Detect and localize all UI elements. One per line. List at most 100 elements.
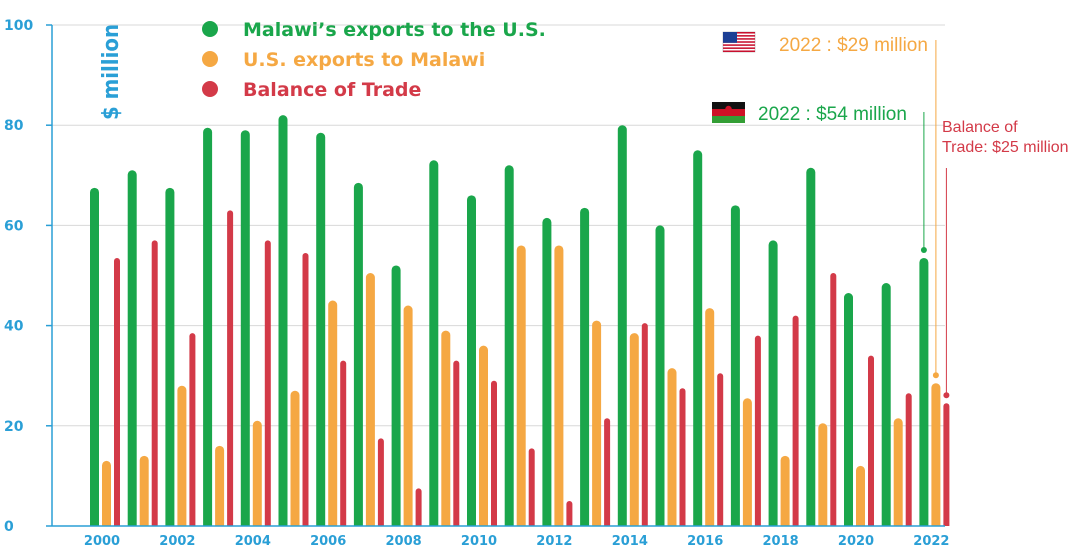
bar-us-exports-2007 xyxy=(365,272,375,526)
bar-us-exports-2017 xyxy=(742,398,752,526)
annotation-leaders xyxy=(920,40,950,399)
y-tick-label: 0 xyxy=(4,519,14,535)
bar-balance-2015 xyxy=(679,388,686,526)
legend: Malawi’s exports to the U.S. U.S. export… xyxy=(202,19,546,101)
bar-balance-2003 xyxy=(227,210,234,527)
x-tick-label: 2004 xyxy=(235,534,271,549)
x-tick-label: 2022 xyxy=(913,534,949,549)
bar-balance-2010 xyxy=(491,380,497,526)
bar-malawi-exports-2015 xyxy=(655,225,665,526)
bar-balance-2001 xyxy=(151,240,158,526)
legend-marker-malawi-exports xyxy=(202,21,218,37)
bar-malawi-exports-2012 xyxy=(542,217,552,526)
bar-malawi-exports-2003 xyxy=(203,127,213,526)
bar-balance-2018 xyxy=(792,315,799,526)
bar-us-exports-2011 xyxy=(516,245,526,527)
x-tick-label: 2018 xyxy=(763,534,799,549)
balance-annotation-line2: Trade: $25 million xyxy=(942,139,1069,156)
bar-malawi-exports-2013 xyxy=(580,207,590,527)
bar-us-exports-2005 xyxy=(290,390,300,526)
bar-balance-2020 xyxy=(868,355,874,526)
bar-us-exports-2015 xyxy=(667,368,677,526)
bar-malawi-exports-2011 xyxy=(504,165,514,526)
x-tick-label: 2000 xyxy=(84,534,120,549)
bar-malawi-exports-2010 xyxy=(467,195,476,526)
y-tick-label: 20 xyxy=(4,419,24,435)
bar-malawi-exports-2000 xyxy=(90,187,99,526)
bar-us-exports-2009 xyxy=(441,330,451,526)
x-tick-label: 2006 xyxy=(310,534,346,549)
bar-malawi-exports-2019 xyxy=(806,167,816,526)
bar-malawi-exports-2005 xyxy=(278,115,288,527)
x-tick-label: 2008 xyxy=(386,534,422,549)
bar-malawi-exports-2016 xyxy=(693,150,703,526)
us-annotation: 2022 : $29 million xyxy=(779,35,928,56)
x-tick-label: 2002 xyxy=(159,534,195,549)
bar-us-exports-2002 xyxy=(177,385,187,526)
bar-us-exports-2000 xyxy=(102,460,111,526)
bar-us-exports-2006 xyxy=(328,300,338,526)
bar-balance-2000 xyxy=(114,257,120,526)
bar-us-exports-2013 xyxy=(592,320,602,526)
x-ticks: 2000 2002 2004 2006 2008 2010 2012 2014 2016 2018… xyxy=(84,534,950,549)
x-tick-label: 2016 xyxy=(687,534,723,549)
y-tick-label: 100 xyxy=(4,18,33,34)
leader-dot-balance xyxy=(943,392,950,399)
bar-us-exports-2001 xyxy=(139,455,149,526)
bar-malawi-exports-2022 xyxy=(919,257,929,526)
bar-us-exports-2008 xyxy=(403,305,413,526)
legend-marker-us-exports xyxy=(202,51,218,67)
bar-balance-2021 xyxy=(905,393,912,526)
bar-us-exports-2004 xyxy=(252,420,262,526)
bar-malawi-exports-2009 xyxy=(429,160,439,526)
bar-us-exports-2018 xyxy=(780,455,790,526)
leader-dot-us xyxy=(932,372,939,379)
y-tick-label: 80 xyxy=(4,118,24,134)
bar-us-exports-2016 xyxy=(705,308,715,526)
bar-balance-2014 xyxy=(641,323,648,526)
bar-us-exports-2022 xyxy=(931,383,941,526)
bar-malawi-exports-2006 xyxy=(316,132,326,526)
bar-us-exports-2014 xyxy=(629,333,639,526)
malawi-annotation: 2022 : $54 million xyxy=(758,104,907,125)
leader-dot-malawi xyxy=(920,246,927,253)
bar-us-exports-2003 xyxy=(215,445,225,526)
bar-us-exports-2021 xyxy=(893,418,903,526)
bar-us-exports-2012 xyxy=(554,245,564,527)
bar-balance-2016 xyxy=(717,373,724,526)
bar-malawi-exports-2017 xyxy=(730,205,740,527)
bars xyxy=(90,115,950,527)
bar-us-exports-2010 xyxy=(479,345,488,526)
y-axis-label: $ million xyxy=(99,24,124,120)
bar-malawi-exports-2018 xyxy=(768,240,778,526)
bar-us-exports-2020 xyxy=(856,465,865,526)
legend-marker-balance xyxy=(202,81,218,97)
legend-label-malawi-exports: Malawi’s exports to the U.S. xyxy=(243,19,546,41)
bar-balance-2008 xyxy=(415,488,422,526)
bar-balance-2012 xyxy=(566,500,573,526)
x-tick-label: 2010 xyxy=(461,534,497,549)
y-tick-label: 40 xyxy=(4,319,24,335)
bar-balance-2004 xyxy=(264,240,271,526)
bar-malawi-exports-2001 xyxy=(127,170,137,527)
y-tick-label: 60 xyxy=(4,218,24,234)
y-ticks: 0 20 40 60 80 100 xyxy=(4,18,52,535)
bar-malawi-exports-2008 xyxy=(391,265,401,526)
bar-balance-2011 xyxy=(528,448,535,526)
bar-malawi-exports-2014 xyxy=(617,125,627,526)
x-tick-label: 2020 xyxy=(838,534,874,549)
bar-balance-2005 xyxy=(302,252,309,526)
legend-label-balance: Balance of Trade xyxy=(243,79,421,101)
bar-balance-2002 xyxy=(189,333,196,526)
axes xyxy=(51,25,945,527)
bar-us-exports-2019 xyxy=(818,423,828,526)
bar-balance-2006 xyxy=(340,360,347,526)
bar-malawi-exports-2004 xyxy=(240,130,250,526)
us-flag-icon xyxy=(722,31,756,53)
malawi-flag-icon xyxy=(712,102,745,123)
bar-malawi-exports-2002 xyxy=(165,187,175,526)
bar-balance-2007 xyxy=(377,438,384,526)
x-tick-label: 2014 xyxy=(612,534,648,549)
bar-balance-2019 xyxy=(830,272,837,526)
